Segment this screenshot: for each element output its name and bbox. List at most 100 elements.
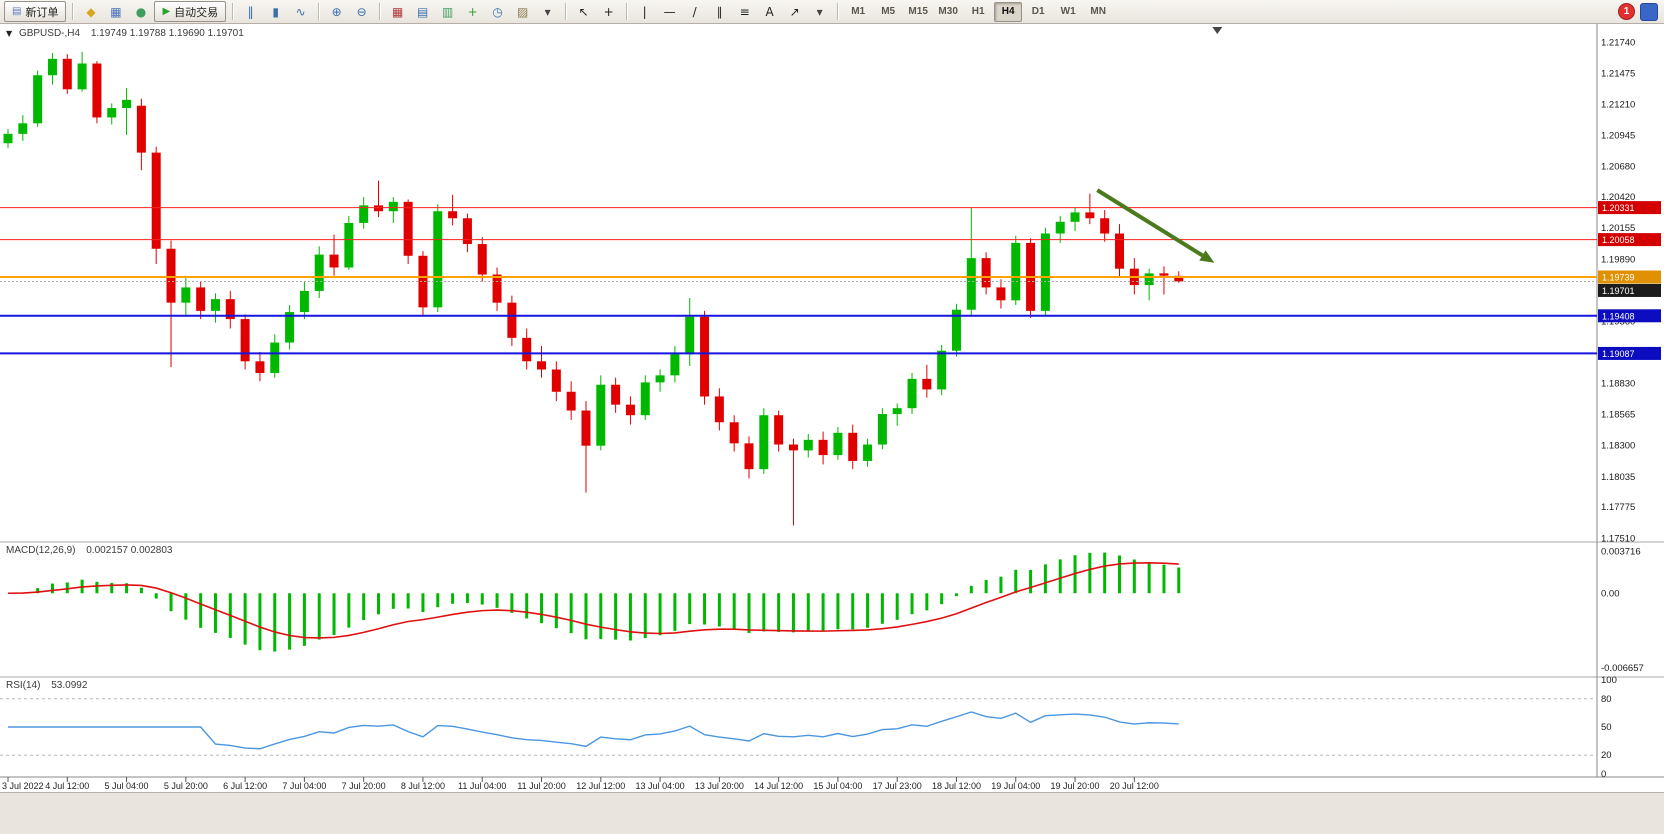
candle-down bbox=[448, 211, 458, 219]
candlestick-mode-icon[interactable]: ▮ bbox=[272, 4, 279, 19]
chart-window: 1.21740 1.21475 1.21210 1.20945 1.20680 1.204… bbox=[0, 24, 1664, 792]
candle-up bbox=[181, 287, 191, 303]
templates-caret-icon[interactable]: ▾ bbox=[544, 4, 551, 19]
candle-up bbox=[344, 222, 354, 268]
notification-badge[interactable]: 1 bbox=[1618, 3, 1635, 20]
autotrading-button[interactable]: ▶ 自动交易 bbox=[154, 1, 227, 22]
time-axis-label: 4 Jul 12:00 bbox=[45, 781, 89, 791]
price-axis-label: 1.18035 bbox=[1601, 472, 1635, 483]
candle-down bbox=[166, 248, 176, 303]
timeframe-h4-button[interactable]: H4 bbox=[994, 1, 1023, 22]
timeframe-m15-button[interactable]: M15 bbox=[908, 6, 928, 17]
horizontal-line-tool-icon[interactable]: — bbox=[663, 4, 676, 19]
candle-down bbox=[729, 422, 739, 444]
candle-up bbox=[1011, 242, 1021, 301]
line-chart-mode-icon[interactable]: ∿ bbox=[295, 4, 306, 19]
candle-down bbox=[492, 274, 502, 303]
rsi-axis-label: 20 bbox=[1601, 750, 1612, 761]
tile-windows-icon[interactable]: ▦ bbox=[391, 4, 404, 19]
candle-down bbox=[774, 415, 784, 445]
time-axis-label: 8 Jul 12:00 bbox=[401, 781, 445, 791]
price-axis-label: 1.18300 bbox=[1601, 441, 1635, 452]
new-order-button[interactable]: ▤ 新订单 bbox=[4, 1, 67, 22]
time-axis-label: 12 Jul 12:00 bbox=[576, 781, 625, 791]
timeframe-m1-button[interactable]: M1 bbox=[851, 6, 866, 17]
fibonacci-tool-icon[interactable]: ≡ bbox=[739, 4, 750, 19]
market-watch-icon[interactable]: ▦ bbox=[110, 4, 122, 19]
toolbar-separator bbox=[837, 3, 839, 20]
candle-down bbox=[329, 254, 339, 268]
text-tool-icon[interactable]: A bbox=[765, 4, 774, 19]
channel-tool-icon[interactable]: ∥ bbox=[716, 4, 723, 19]
toolbar-separator bbox=[232, 3, 234, 20]
hline-price-tag bbox=[1598, 309, 1661, 323]
candle-up bbox=[655, 375, 665, 383]
bar-chart-mode-icon[interactable]: ‖ bbox=[247, 4, 254, 19]
metaeditor-icon[interactable]: ◆ bbox=[86, 4, 96, 19]
candle-down bbox=[151, 152, 161, 249]
trend-arrow-head bbox=[1199, 250, 1215, 263]
rsi-value: 53.0992 bbox=[51, 680, 88, 691]
cascade-windows-icon[interactable]: ▤ bbox=[416, 4, 429, 19]
time-axis-label: 3 Jul 2022 bbox=[2, 781, 44, 791]
hline-price-tag-text: 1.19408 bbox=[1602, 311, 1635, 321]
candle-up bbox=[3, 133, 13, 144]
candle-down bbox=[551, 369, 561, 392]
timeframe-h1-button[interactable]: H1 bbox=[971, 6, 985, 17]
periods-icon[interactable]: ◷ bbox=[492, 4, 503, 19]
chart-background bbox=[0, 24, 1664, 792]
candle-down bbox=[418, 255, 428, 308]
chart-expander-icon[interactable]: ▼ bbox=[6, 29, 13, 38]
templates-icon[interactable]: ▨ bbox=[516, 4, 529, 19]
toolbar-right-cluster: 1 bbox=[1618, 2, 1660, 21]
cursor-tool-icon[interactable]: ↖ bbox=[578, 4, 589, 19]
candle-up bbox=[1055, 221, 1065, 234]
trendline-tool-icon[interactable]: / bbox=[692, 4, 697, 19]
candle-down bbox=[625, 404, 635, 416]
price-axis-label: 1.20420 bbox=[1601, 192, 1635, 203]
crosshair-tool-icon[interactable]: + bbox=[603, 4, 614, 19]
timeframe-d1-button[interactable]: D1 bbox=[1031, 6, 1045, 17]
timeframe-mn-button[interactable]: MN bbox=[1090, 6, 1106, 17]
hline-price-tag-text: 1.20331 bbox=[1602, 203, 1635, 213]
candle-down bbox=[507, 302, 517, 338]
rsi-name: RSI(14) bbox=[6, 680, 41, 691]
candle-up bbox=[640, 382, 650, 416]
data-window-icon[interactable]: ● bbox=[135, 4, 147, 19]
candle-down bbox=[537, 361, 547, 370]
arrows-tool-icon[interactable]: ↗ bbox=[789, 4, 800, 19]
zoom-in-icon[interactable]: ⊕ bbox=[331, 4, 342, 19]
community-icon[interactable] bbox=[1640, 2, 1658, 21]
candle-down bbox=[1174, 275, 1184, 282]
main-toolbar: ▤ 新订单 ◆ ▦ ● ▶ 自动交易 ‖ ▮ ∿ ⊕ ⊖ ▦ ▤ ▥ + ◷ ▨ ▾ ↖ + | — / ∥ ≡ A ↗ ▾ M1 M5 M1… bbox=[0, 0, 1664, 24]
macd-axis-label: -0.006657 bbox=[1601, 663, 1644, 674]
time-axis-label: 15 Jul 04:00 bbox=[813, 781, 862, 791]
zoom-out-icon[interactable]: ⊖ bbox=[356, 4, 367, 19]
tile-horizontally-icon[interactable]: ▥ bbox=[441, 4, 454, 19]
status-area bbox=[0, 792, 1664, 834]
candle-up bbox=[907, 378, 917, 409]
shapes-caret-icon[interactable]: ▾ bbox=[816, 4, 823, 19]
timeframe-m5-button[interactable]: M5 bbox=[881, 6, 896, 17]
timeframe-m30-button[interactable]: M30 bbox=[938, 6, 958, 17]
candle-down bbox=[196, 287, 206, 311]
time-axis-label: 5 Jul 04:00 bbox=[105, 781, 149, 791]
timeframe-w1-button[interactable]: W1 bbox=[1060, 6, 1076, 17]
candle-up bbox=[966, 258, 976, 310]
candle-up bbox=[210, 299, 220, 311]
candle-up bbox=[863, 444, 873, 461]
candle-down bbox=[1085, 212, 1095, 219]
vertical-line-tool-icon[interactable]: | bbox=[642, 4, 647, 19]
candle-up bbox=[122, 99, 132, 109]
price-axis-label: 1.20155 bbox=[1601, 223, 1635, 234]
candle-down bbox=[92, 63, 102, 118]
candle-down bbox=[1115, 233, 1124, 269]
candle-up bbox=[107, 108, 117, 118]
candle-down bbox=[788, 444, 798, 451]
candle-down bbox=[462, 218, 472, 245]
indicators-add-icon[interactable]: + bbox=[467, 4, 478, 19]
trend-arrow-object[interactable] bbox=[1096, 188, 1204, 258]
macd-name: MACD(12,26,9) bbox=[6, 545, 76, 556]
toolbar-separator bbox=[318, 3, 320, 20]
price-axis-label: 1.18565 bbox=[1601, 410, 1635, 421]
